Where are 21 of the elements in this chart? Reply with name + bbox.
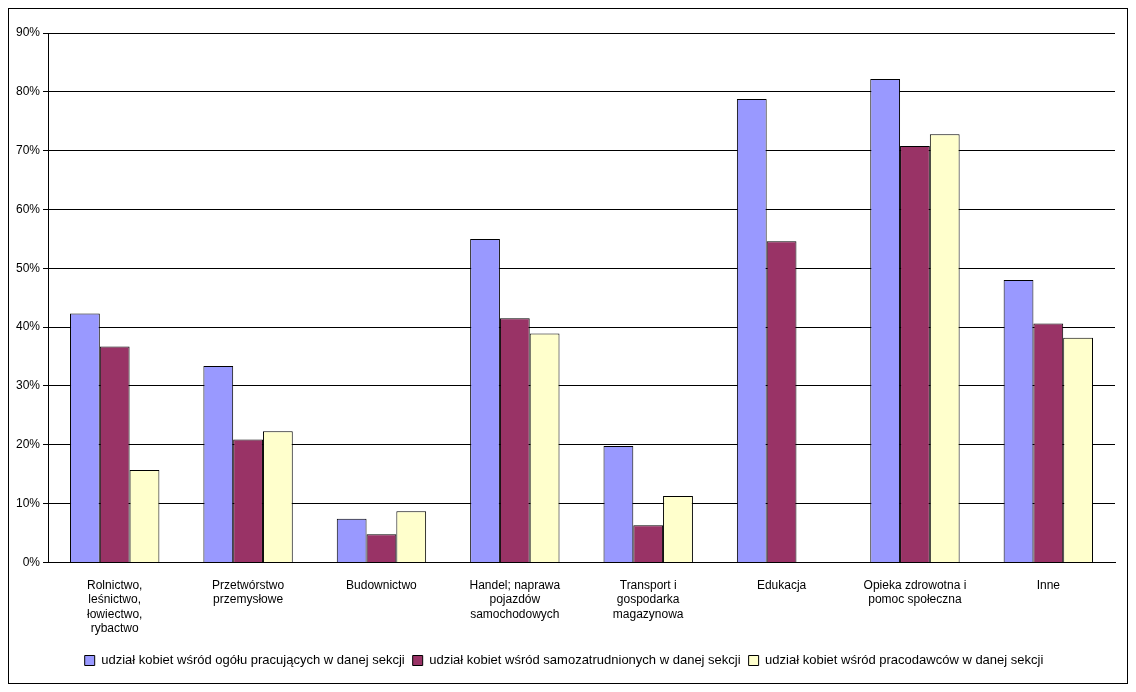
y-tick-label: 30% <box>15 378 41 393</box>
y-tick-label: 60% <box>15 201 41 216</box>
y-tick-label: 0% <box>22 554 41 569</box>
x-tick-label: Transport i gospodarka magazynowa <box>612 577 684 621</box>
x-tick-label: Opieka zdrowotna i pomoc społeczna <box>863 577 967 607</box>
y-tick-label: 50% <box>15 260 41 275</box>
x-tick-label: Handel; naprawa pojazdów samochodowych <box>469 577 561 621</box>
y-tick-label: 70% <box>15 142 41 157</box>
legend-label: udział kobiet wśród samozatrudnionych w danej sekcji <box>429 652 741 668</box>
x-tick-label: Inne <box>1036 577 1061 592</box>
legend-label: udział kobiet wśród pracodawców w danej sekcji <box>765 652 1044 668</box>
legend-label: udział kobiet wśród ogółu pracujących w danej sekcji <box>101 652 405 668</box>
y-tick-label: 20% <box>15 437 41 452</box>
y-tick-label: 90% <box>15 25 41 40</box>
x-tick-label: Edukacja <box>756 577 807 592</box>
x-tick-label: Budownictwo <box>346 577 418 592</box>
x-tick-label: Rolnictwo, leśnictwo, łowiectwo, rybactwo <box>87 577 143 636</box>
y-tick-label: 10% <box>15 495 41 510</box>
y-tick-label: 80% <box>15 84 41 99</box>
x-tick-label: Przetwórstwo przemysłowe <box>212 577 285 607</box>
y-tick-label: 40% <box>15 319 41 334</box>
